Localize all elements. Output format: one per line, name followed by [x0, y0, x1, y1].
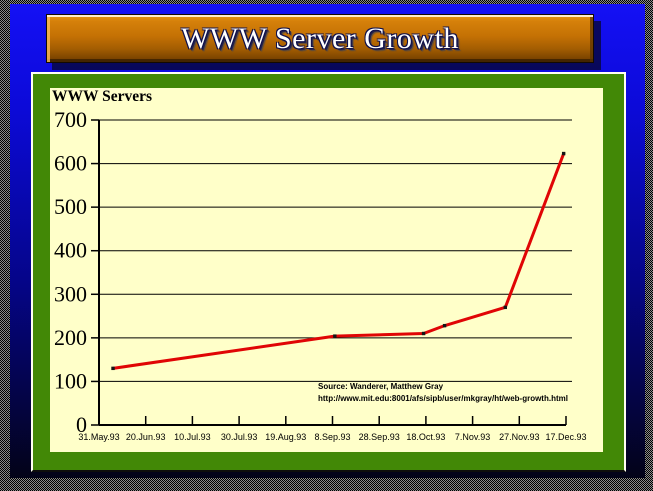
svg-text:0: 0	[76, 412, 87, 437]
chart-area: 0 100 200 300 400 500 600 700 31.May.93 20.Jun.93…	[50, 88, 603, 452]
chart-heading: WWW Servers	[52, 88, 153, 105]
svg-text:28.Sep.93: 28.Sep.93	[359, 432, 400, 442]
svg-text:100: 100	[54, 368, 87, 393]
svg-text:17.Dec.93: 17.Dec.93	[545, 432, 586, 442]
title-bar: WWW Server Growth	[46, 14, 594, 63]
svg-text:200: 200	[54, 325, 87, 350]
svg-text:30.Jul.93: 30.Jul.93	[221, 432, 258, 442]
svg-text:700: 700	[54, 107, 87, 132]
svg-text:19.Aug.93: 19.Aug.93	[265, 432, 306, 442]
svg-text:300: 300	[54, 281, 87, 306]
svg-text:600: 600	[54, 151, 87, 176]
svg-text:27.Nov.93: 27.Nov.93	[499, 432, 539, 442]
line-chart: 0 100 200 300 400 500 600 700 31.May.93 20.Jun.93…	[54, 107, 587, 442]
slide-title: WWW Server Growth	[181, 21, 459, 55]
source-line1: Source: Wanderer, Matthew Gray	[318, 382, 444, 391]
svg-text:18.Oct.93: 18.Oct.93	[406, 432, 445, 442]
svg-text:7.Nov.93: 7.Nov.93	[455, 432, 490, 442]
svg-text:400: 400	[54, 238, 87, 263]
svg-text:8.Sep.93: 8.Sep.93	[314, 432, 350, 442]
slide-background: WWW Server Growth 0 100 200 300 400 500 600 700…	[10, 4, 645, 478]
svg-text:500: 500	[54, 194, 87, 219]
source-note: Source: Wanderer, Matthew Gray http://ww…	[318, 381, 568, 405]
svg-text:20.Jun.93: 20.Jun.93	[126, 432, 166, 442]
chart-panel: 0 100 200 300 400 500 600 700 31.May.93 20.Jun.93…	[31, 72, 626, 472]
svg-text:10.Jul.93: 10.Jul.93	[174, 432, 211, 442]
source-line2: http://www.mit.edu:8001/afs/sipb/user/mk…	[318, 394, 568, 403]
svg-text:31.May.93: 31.May.93	[78, 432, 119, 442]
